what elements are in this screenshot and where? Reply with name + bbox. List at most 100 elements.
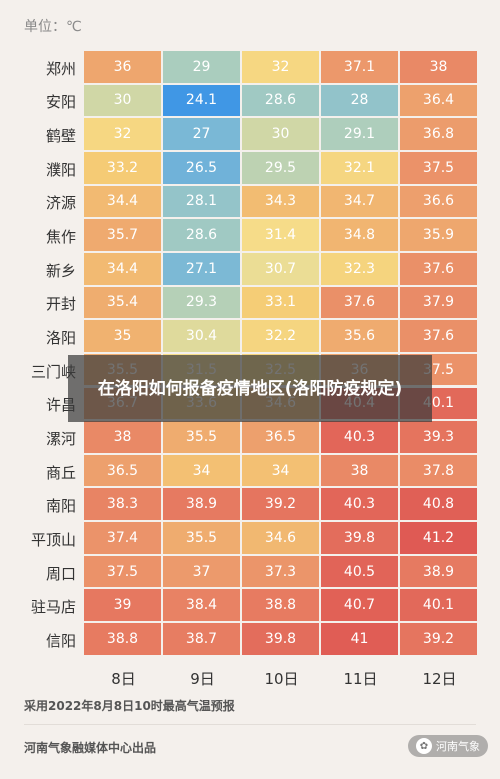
footer-divider bbox=[24, 724, 476, 725]
city-label: 平顶山 bbox=[30, 530, 76, 549]
heatmap-cell: 27.1 bbox=[163, 252, 240, 285]
heatmap-cell: 38 bbox=[321, 454, 398, 487]
overlay-title: 在洛阳如何报备疫情地区(洛阳防疫规定) bbox=[68, 355, 432, 422]
heatmap-cell: 34.4 bbox=[84, 252, 161, 285]
heatmap-cell: 29.3 bbox=[163, 286, 240, 319]
city-label: 鹤壁 bbox=[45, 127, 76, 146]
wechat-icon: ✿ bbox=[416, 738, 432, 754]
heatmap-cell: 32 bbox=[242, 51, 319, 83]
city-label: 郑州 bbox=[45, 59, 76, 78]
heatmap-cell: 32.1 bbox=[321, 151, 398, 184]
unit-label: 单位：℃ bbox=[24, 19, 82, 35]
city-label: 驻马店 bbox=[30, 598, 76, 617]
heatmap-cell: 39.2 bbox=[400, 623, 477, 655]
publisher: 河南气象融媒体中心出品 bbox=[24, 741, 157, 755]
heatmap-cell: 27 bbox=[163, 118, 240, 150]
heatmap-cell: 30 bbox=[84, 84, 161, 117]
forecast-source: 采用2022年8月8日10时最高气温预报 bbox=[24, 699, 235, 713]
date-label: 8日 bbox=[111, 670, 136, 688]
heatmap-cell: 40.7 bbox=[321, 589, 398, 622]
heatmap-cell: 41.2 bbox=[400, 522, 477, 554]
heatmap-cell: 38.9 bbox=[400, 555, 477, 588]
heatmap-cell: 38.3 bbox=[84, 488, 161, 521]
city-label: 商丘 bbox=[45, 463, 76, 482]
heatmap-cell: 37.6 bbox=[321, 286, 398, 319]
heatmap-cell: 28.6 bbox=[242, 84, 319, 117]
city-label: 三门峡 bbox=[30, 362, 76, 381]
heatmap-cell: 34 bbox=[163, 454, 240, 487]
heatmap-cell: 37.8 bbox=[400, 454, 477, 487]
heatmap-cell: 37.9 bbox=[400, 286, 477, 319]
heatmap-cell: 36 bbox=[84, 51, 161, 83]
heatmap-cell: 29 bbox=[163, 51, 240, 83]
heatmap-cell: 39.8 bbox=[242, 623, 319, 655]
city-label: 洛阳 bbox=[45, 329, 76, 348]
heatmap-cell: 37.1 bbox=[321, 51, 398, 83]
city-label: 南阳 bbox=[45, 497, 76, 516]
heatmap-cell: 38 bbox=[400, 51, 477, 83]
heatmap-cell: 35.7 bbox=[84, 219, 161, 251]
city-label: 周口 bbox=[45, 564, 76, 583]
heatmap-cell: 29.1 bbox=[321, 118, 398, 150]
heatmap-cell: 38 bbox=[84, 421, 161, 453]
heatmap-cell: 41 bbox=[321, 623, 398, 655]
date-label: 11日 bbox=[343, 670, 378, 688]
heatmap-cell: 36.4 bbox=[400, 84, 477, 117]
heatmap-cell: 29.5 bbox=[242, 151, 319, 184]
heatmap-cell: 34.4 bbox=[84, 185, 161, 218]
city-label: 濮阳 bbox=[45, 160, 76, 179]
heatmap-cell: 39.8 bbox=[321, 522, 398, 554]
city-label: 信阳 bbox=[45, 631, 76, 650]
heatmap-cell: 28.6 bbox=[163, 219, 240, 251]
heatmap-cell: 32.2 bbox=[242, 320, 319, 352]
heatmap-cell: 28 bbox=[321, 84, 398, 117]
watermark: ✿ 河南气象 bbox=[408, 735, 488, 757]
city-label: 开封 bbox=[45, 295, 76, 314]
city-label: 许昌 bbox=[45, 396, 76, 415]
heatmap-cell: 37.6 bbox=[400, 320, 477, 352]
heatmap-cell: 34 bbox=[242, 454, 319, 487]
heatmap-cell: 39.3 bbox=[400, 421, 477, 453]
heatmap-cell: 34.7 bbox=[321, 185, 398, 218]
heatmap-cell: 36.5 bbox=[242, 421, 319, 453]
heatmap-cell: 40.3 bbox=[321, 421, 398, 453]
date-label: 10日 bbox=[264, 670, 299, 688]
heatmap-cell: 26.5 bbox=[163, 151, 240, 184]
heatmap-cell: 35.9 bbox=[400, 219, 477, 251]
city-label: 安阳 bbox=[45, 93, 76, 112]
heatmap-cell: 30.7 bbox=[242, 252, 319, 285]
heatmap-cell: 36.5 bbox=[84, 454, 161, 487]
heatmap-cell: 35.4 bbox=[84, 286, 161, 319]
city-label: 济源 bbox=[45, 194, 76, 213]
heatmap-cell: 35 bbox=[84, 320, 161, 352]
heatmap-cell: 39.2 bbox=[242, 488, 319, 521]
heatmap-cell: 37.3 bbox=[242, 555, 319, 588]
watermark-text: 河南气象 bbox=[436, 740, 480, 753]
heatmap-cell: 34.8 bbox=[321, 219, 398, 251]
heatmap-cell: 30.4 bbox=[163, 320, 240, 352]
heatmap-cell: 40.5 bbox=[321, 555, 398, 588]
heatmap-cell: 33.1 bbox=[242, 286, 319, 319]
heatmap-cell: 40.1 bbox=[400, 589, 477, 622]
heatmap-cell: 28.1 bbox=[163, 185, 240, 218]
heatmap-cell: 36.6 bbox=[400, 185, 477, 218]
heatmap-cell: 37 bbox=[163, 555, 240, 588]
heatmap-cell: 37.5 bbox=[84, 555, 161, 588]
city-label: 漯河 bbox=[45, 429, 76, 448]
heatmap-grid: 36 29 32 37.1 38 30 24.1 28.6 28 36.4 32 27 30 29.1 36… bbox=[84, 51, 479, 657]
heatmap-cell: 40.3 bbox=[321, 488, 398, 521]
heatmap-cell: 39 bbox=[84, 589, 161, 622]
date-label: 12日 bbox=[422, 670, 457, 688]
heatmap-cell: 33.2 bbox=[84, 151, 161, 184]
city-label: 新乡 bbox=[45, 261, 76, 280]
city-label: 焦作 bbox=[45, 228, 76, 247]
heatmap-cell: 35.5 bbox=[163, 522, 240, 554]
heatmap-cell: 37.5 bbox=[400, 151, 477, 184]
heatmap-cell: 32 bbox=[84, 118, 161, 150]
heatmap-cell: 38.4 bbox=[163, 589, 240, 622]
heatmap-cell: 32.3 bbox=[321, 252, 398, 285]
heatmap-cell: 34.6 bbox=[242, 522, 319, 554]
heatmap-cell: 38.9 bbox=[163, 488, 240, 521]
heatmap-cell: 38.8 bbox=[84, 623, 161, 655]
heatmap-cell: 24.1 bbox=[163, 84, 240, 117]
